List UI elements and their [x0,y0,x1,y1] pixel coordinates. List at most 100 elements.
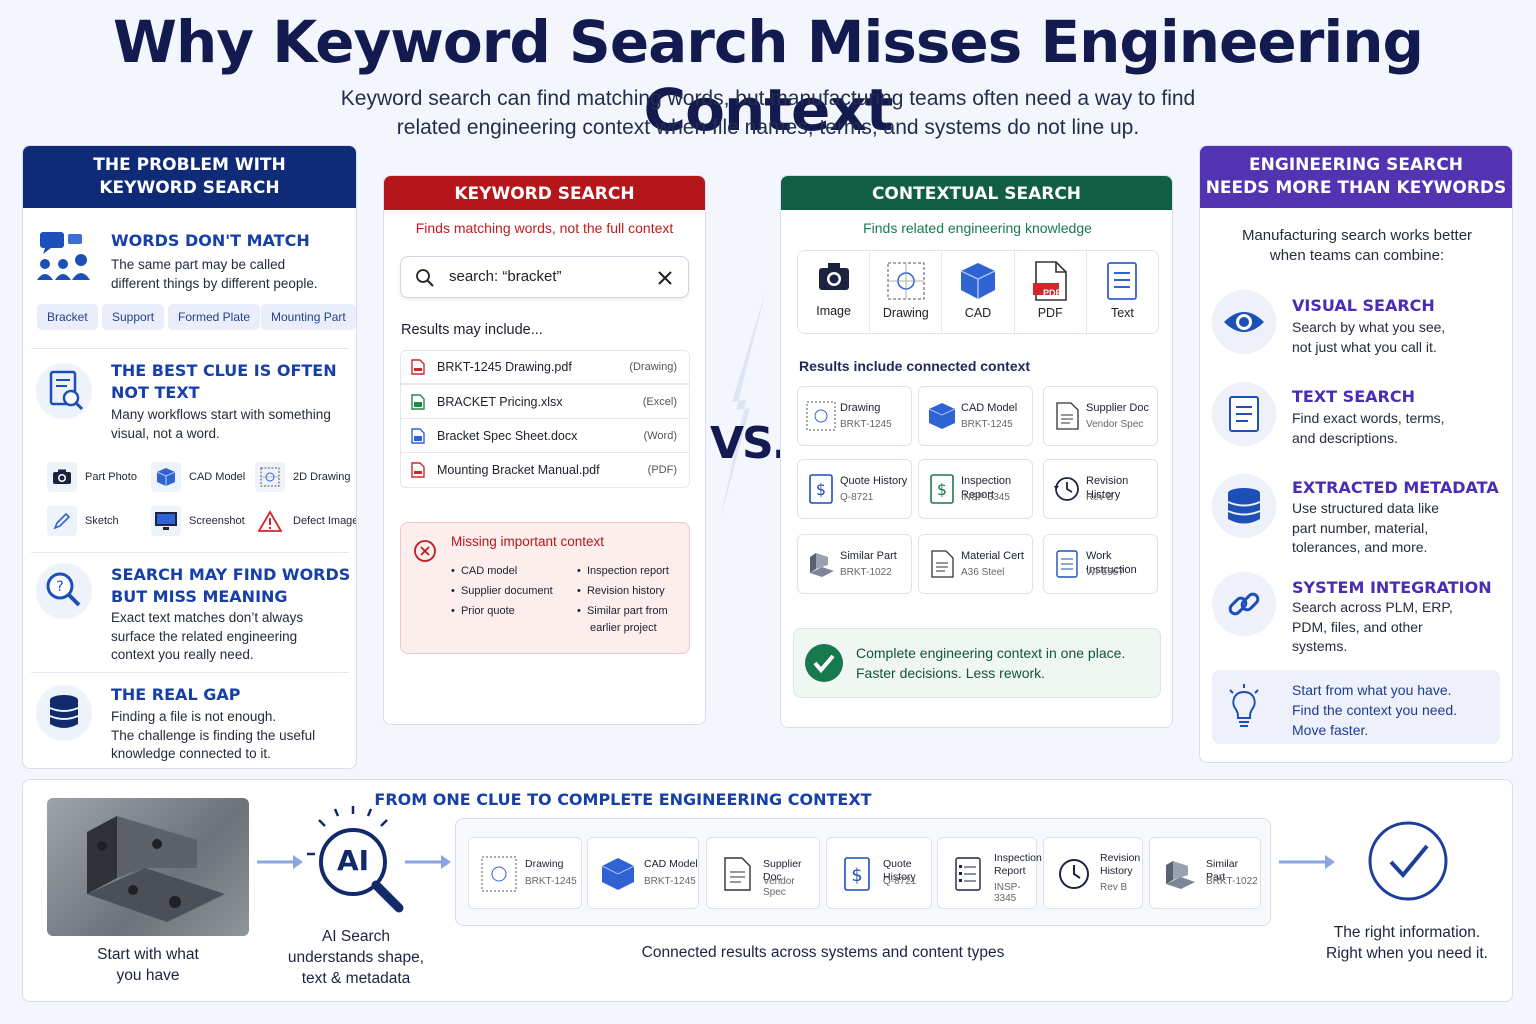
results-label: Results include connected context [799,358,1031,374]
divider [31,348,349,349]
monitor-icon [151,506,181,536]
keyword-search-panel: KEYWORD SEARCH Finds matching words, not… [383,175,706,725]
ai-caption: AI Search understands shape, text & meta… [287,928,425,987]
contextual-search-panel: CONTEXTUAL SEARCH Finds related engineer… [780,175,1173,728]
contextual-search-subtitle: Finds related engineering knowledge [863,220,1092,236]
svg-text:$: $ [937,480,947,499]
section-text: Many workflows start with something visu… [111,407,331,441]
result-card-supplier-doc[interactable]: Supplier Doc Vendor Spec [1043,386,1158,446]
result-card-work-instruction[interactable]: Work Instruction WI-5567 [1043,534,1158,594]
result-card-cad-model[interactable]: CAD Model BRKT-1245 [918,386,1033,446]
flow-card-drawing[interactable]: Drawing BRKT-1245 [468,837,582,909]
visual-search-icon-bg [1212,290,1276,354]
intro-text: Manufacturing search works better when t… [1241,227,1473,264]
connected-caption: Connected results across systems and con… [641,944,1005,961]
pencil-icon [47,506,77,536]
synonym-tag: Mounting Part [261,304,356,330]
dollar-icon: $ [844,857,870,891]
flow-card-supplier-doc[interactable]: Supplier Doc Vendor Spec [706,837,820,909]
engineering-search-header: ENGINEERING SEARCH NEEDS MORE THAN KEYWO… [1200,146,1512,208]
screenshot-item: Screenshot [151,506,245,536]
divider [31,672,349,673]
real-gap-section: THE REAL GAP Finding a file is not enoug… [23,682,356,768]
page-title: Why Keyword Search Misses Engineering Co… [112,8,1424,144]
text-search-text: Find exact words, terms, and description… [1292,410,1445,446]
visual-search-title: VISUAL SEARCH [1292,296,1435,315]
section-title: THE REAL GAP [111,685,241,704]
defect-image-item: Defect Image [255,506,356,536]
flow-card-quote-history[interactable]: $ Quote History Q-8721 [826,837,932,909]
warning-icon [255,506,285,536]
pdf-badge: PDF [1043,288,1061,298]
flow-card-inspection-report[interactable]: Inspection Report INSP-3345 [937,837,1042,909]
eye-icon [1224,312,1264,332]
missing-list-left: • CAD model • Supplier document • Prior … [451,565,553,617]
page-subtitle: Keyword search can find matching words, … [340,87,1196,139]
result-row[interactable]: Mounting Bracket Manual.pdf (PDF) [400,452,690,488]
arrow-icon [405,855,451,869]
checklist-icon [955,857,981,891]
sketch-item: Sketch [47,506,119,536]
words-dont-match-section: WORDS DON'T MATCH The same part may be c… [23,226,356,346]
search-icon [416,269,434,287]
result-card-revision-history[interactable]: Revision History Rev B [1043,459,1158,519]
lightbulb-icon [1229,684,1259,727]
section-text: Exact text matches don’t always surface … [111,610,304,662]
text-search-title: TEXT SEARCH [1292,387,1415,406]
engineering-search-panel: ENGINEERING SEARCH NEEDS MORE THAN KEYWO… [1199,145,1513,763]
result-row[interactable]: BRKT-1245 Drawing.pdf (Drawing) [400,350,690,384]
result-row[interactable]: BRACKET Pricing.xlsx (Excel) [400,384,690,418]
search-input[interactable]: search: “bracket” [400,256,689,298]
result-card-inspection-report[interactable]: $ Inspection Report INSP-3345 [918,459,1033,519]
drawing-icon [806,401,836,431]
drawing-icon [887,262,925,300]
svg-text:$: $ [851,865,862,886]
missing-list-right: • Inspection report • Revision history •… [577,565,669,634]
flow-card-similar-part[interactable]: Similar Part BRKT-1022 [1149,837,1261,909]
drawing-icon [255,462,285,492]
checklist-icon [1056,550,1078,578]
result-card-similar-part[interactable]: Similar Part BRKT-1022 [797,534,912,594]
x-circle-icon [414,540,436,562]
dollar-icon: $ [930,474,954,504]
missing-title: Missing important context [451,534,605,549]
type-text[interactable]: Text [1087,251,1158,333]
history-icon [1059,859,1089,889]
flow-card-cad-model[interactable]: CAD Model BRKT-1245 [587,837,699,909]
type-image[interactable]: Image [798,251,871,333]
arrow-icon [1279,855,1335,869]
result-card-quote-history[interactable]: $ Quote History Q-8721 [797,459,912,519]
flow-title: FROM ONE CLUE TO COMPLETE ENGINEERING CO… [374,790,872,809]
bracket-icon [1166,861,1195,889]
right-info-caption: The right information. Right when you ne… [1326,924,1488,962]
cube-icon [151,462,181,492]
svg-text:?: ? [56,579,63,595]
connected-results-group: Drawing BRKT-1245 CAD Model BRKT-1245 Su… [455,818,1271,926]
cad-model-item: CAD Model [151,462,245,492]
divider [31,552,349,553]
part-photo-item: Part Photo [47,462,137,492]
synonym-tag: Support [102,304,165,330]
type-pdf[interactable]: PDF PDF [1015,251,1087,333]
clear-icon[interactable] [658,271,672,285]
word-file-icon [411,427,425,444]
type-drawing[interactable]: Drawing [870,251,943,333]
document-icon [931,550,954,578]
bracket-icon [810,553,834,577]
result-row[interactable]: Bracket Spec Sheet.docx (Word) [400,418,690,452]
vs-label: VS. [710,418,788,469]
people-chat-icon [37,232,90,280]
result-card-material-cert[interactable]: Material Cert A36 Steel [918,534,1033,594]
keyword-search-header: KEYWORD SEARCH [384,176,705,210]
vs-lightning-decoration [720,290,766,520]
camera-icon [818,263,849,290]
check-circle-icon [805,644,843,682]
contextual-search-header: CONTEXTUAL SEARCH [781,176,1172,210]
2d-drawing-item: 2D Drawing [255,462,350,492]
section-text: The same part may be called different th… [111,257,318,291]
document-icon [1056,402,1079,430]
history-icon [1054,477,1079,501]
result-card-drawing[interactable]: Drawing BRKT-1245 [797,386,912,446]
type-cad[interactable]: CAD [942,251,1015,333]
flow-card-revision-history[interactable]: Revision History Rev B [1043,837,1143,909]
